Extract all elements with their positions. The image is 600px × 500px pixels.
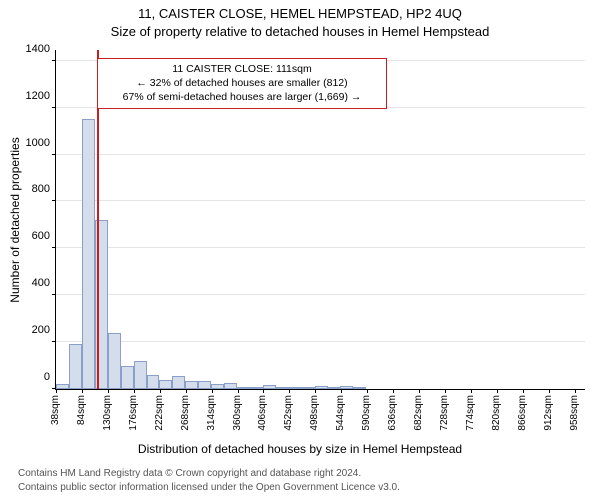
histogram-bar [147, 375, 159, 389]
ytick-label: 1200 [26, 90, 56, 102]
histogram-bar [224, 383, 237, 389]
histogram-bar [121, 366, 134, 389]
xtick-label: 912sqm [543, 395, 554, 431]
xtick-label: 406sqm [257, 395, 268, 431]
xtick-mark [212, 389, 213, 393]
histogram-bar [134, 361, 147, 389]
annotation-line1: 11 CAISTER CLOSE: 111sqm [106, 62, 378, 76]
xtick-mark [497, 389, 498, 393]
xtick-mark [263, 389, 264, 393]
ytick-mark [52, 107, 56, 108]
xtick-mark [341, 389, 342, 393]
histogram-bar [289, 387, 302, 389]
xtick-label: 84sqm [76, 395, 87, 425]
histogram-bar [302, 387, 315, 389]
xtick-label: 682sqm [413, 395, 424, 431]
histogram-bar [211, 384, 224, 389]
ytick-label: 600 [32, 230, 56, 242]
histogram-bar [263, 385, 276, 389]
footer-line2: Contains public sector information licen… [18, 482, 400, 493]
chart-title-line2: Size of property relative to detached ho… [0, 24, 600, 39]
xtick-label: 636sqm [387, 395, 398, 431]
histogram-bar [276, 387, 289, 389]
xtick-mark [575, 389, 576, 393]
plot-area: 020040060080010001200140038sqm84sqm130sq… [55, 50, 585, 390]
xtick-mark [238, 389, 239, 393]
xtick-mark [393, 389, 394, 393]
histogram-bar [185, 381, 198, 389]
xtick-label: 222sqm [154, 395, 165, 431]
xtick-mark [108, 389, 109, 393]
histogram-bar [237, 387, 250, 389]
xtick-mark [367, 389, 368, 393]
histogram-bar [250, 387, 263, 389]
xtick-label: 498sqm [309, 395, 320, 431]
ytick-label: 200 [32, 324, 56, 336]
xtick-label: 176sqm [128, 395, 139, 431]
footer-line1: Contains HM Land Registry data © Crown c… [18, 468, 361, 479]
xtick-label: 958sqm [569, 395, 580, 431]
xtick-label: 866sqm [517, 395, 528, 431]
gridline [56, 294, 585, 295]
ytick-mark [52, 294, 56, 295]
histogram-bar [198, 381, 211, 389]
chart-title-line1: 11, CAISTER CLOSE, HEMEL HEMPSTEAD, HP2 … [0, 6, 600, 21]
histogram-bar [82, 119, 95, 389]
gridline [56, 200, 585, 201]
xtick-label: 728sqm [439, 395, 450, 431]
ytick-label: 1400 [26, 43, 56, 55]
xtick-mark [289, 389, 290, 393]
histogram-bar [328, 387, 340, 389]
xtick-label: 544sqm [335, 395, 346, 431]
xtick-label: 360sqm [232, 395, 243, 431]
xtick-mark [82, 389, 83, 393]
ytick-mark [52, 60, 56, 61]
xtick-mark [523, 389, 524, 393]
histogram-bar [353, 387, 366, 389]
xtick-mark [419, 389, 420, 393]
y-axis-label: Number of detached properties [8, 137, 22, 302]
ytick-label: 400 [32, 277, 56, 289]
annotation-box: 11 CAISTER CLOSE: 111sqm ← 32% of detach… [97, 58, 387, 109]
xtick-mark [56, 389, 57, 393]
histogram-bar [69, 344, 82, 389]
ytick-mark [52, 247, 56, 248]
xtick-mark [549, 389, 550, 393]
xtick-label: 268sqm [180, 395, 191, 431]
xtick-mark [445, 389, 446, 393]
xtick-mark [186, 389, 187, 393]
xtick-mark [134, 389, 135, 393]
histogram-bar [159, 380, 172, 389]
xtick-label: 590sqm [361, 395, 372, 431]
histogram-bar [108, 333, 121, 389]
xtick-mark [471, 389, 472, 393]
gridline [56, 341, 585, 342]
xtick-mark [160, 389, 161, 393]
gridline [56, 154, 585, 155]
xtick-mark [315, 389, 316, 393]
histogram-bar [340, 386, 353, 389]
histogram-bar [315, 386, 328, 389]
histogram-chart: 11, CAISTER CLOSE, HEMEL HEMPSTEAD, HP2 … [0, 0, 600, 500]
xtick-label: 38sqm [50, 395, 61, 425]
annotation-line3: 67% of semi-detached houses are larger (… [106, 90, 378, 104]
x-axis-label: Distribution of detached houses by size … [0, 442, 600, 456]
histogram-bar [56, 384, 69, 389]
histogram-bar [172, 376, 185, 389]
xtick-label: 314sqm [206, 395, 217, 431]
annotation-line2: ← 32% of detached houses are smaller (81… [106, 76, 378, 90]
xtick-label: 452sqm [283, 395, 294, 431]
xtick-label: 774sqm [465, 395, 476, 431]
ytick-mark [52, 154, 56, 155]
ytick-label: 800 [32, 183, 56, 195]
xtick-label: 820sqm [491, 395, 502, 431]
xtick-label: 130sqm [102, 395, 113, 431]
ytick-mark [52, 200, 56, 201]
ytick-mark [52, 341, 56, 342]
ytick-label: 0 [44, 371, 56, 383]
ytick-label: 1000 [26, 137, 56, 149]
gridline [56, 247, 585, 248]
